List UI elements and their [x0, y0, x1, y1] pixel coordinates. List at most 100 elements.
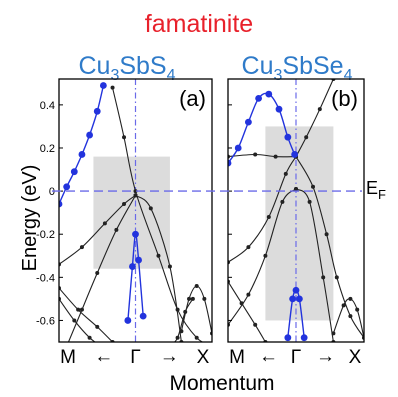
band-point	[321, 275, 326, 280]
blue-band-point	[59, 200, 63, 208]
blue-band-point	[228, 159, 232, 167]
band-point	[239, 301, 244, 306]
band-point	[187, 296, 192, 301]
band-point	[190, 296, 195, 301]
x-tick-label: M	[60, 347, 76, 368]
blue-band-point	[70, 168, 78, 176]
y-tick-label: 0.4	[40, 100, 55, 112]
panel-label: (b)	[331, 86, 358, 111]
band-point	[324, 232, 329, 237]
band-point	[122, 135, 127, 140]
band-point	[210, 344, 214, 348]
band-point	[246, 292, 251, 297]
blue-band-point	[291, 151, 299, 158]
panel-b: (b) M Γ X ← →	[227, 78, 365, 368]
blue-band-point	[234, 144, 242, 152]
band-point	[317, 107, 322, 112]
x-tick-label: Γ	[291, 347, 301, 368]
blue-band-point	[86, 131, 93, 139]
blue-band-point	[99, 82, 107, 89]
band-point	[114, 227, 119, 232]
band-point	[202, 296, 207, 301]
band-point	[183, 309, 188, 314]
band-point	[266, 214, 271, 219]
x-tick-label: M	[229, 347, 245, 368]
blue-band-point	[284, 133, 292, 141]
x-tick-label: Γ	[130, 347, 140, 368]
band-point	[95, 324, 100, 329]
y-tick-label: -0.2	[36, 229, 55, 241]
band-point	[95, 271, 100, 276]
band-point	[307, 199, 312, 204]
blue-band-point	[63, 183, 71, 191]
band-point	[341, 303, 346, 308]
x-tick-label: X	[197, 347, 210, 368]
x-arrow-right: →	[316, 346, 335, 367]
band-point	[194, 335, 199, 340]
band-point	[167, 264, 172, 269]
band-point	[79, 245, 84, 250]
band-point	[253, 152, 258, 157]
highlight-region	[265, 126, 334, 321]
y-axis-label: Energy (eV)	[19, 165, 41, 272]
material-formula-b: Cu3SbSe4	[242, 52, 353, 84]
band-line-7	[174, 298, 194, 342]
fermi-level-label: EF	[366, 178, 386, 202]
band-point	[283, 171, 288, 176]
band-point	[110, 85, 115, 90]
band-point	[355, 307, 360, 312]
band-point	[348, 296, 353, 301]
blue-band-point	[265, 90, 273, 98]
band-point	[79, 307, 84, 312]
band-point	[348, 314, 353, 319]
band-point	[334, 275, 339, 280]
band-point	[76, 307, 81, 312]
material-formula-a: Cu3SbS4	[78, 52, 175, 84]
blue-band-point	[78, 151, 86, 158]
figure-title: famatinite	[145, 10, 253, 38]
panel-frame	[227, 78, 365, 343]
x-arrow-right: →	[160, 346, 179, 367]
band-point	[331, 331, 336, 336]
x-arrow-left: ←	[94, 346, 113, 367]
blue-band-point	[132, 230, 139, 238]
blue-band-point	[284, 334, 292, 342]
panel-label: (a)	[179, 86, 206, 111]
band-line-4	[59, 287, 113, 342]
band-point	[253, 322, 258, 327]
band-line-6	[228, 281, 266, 342]
blue-band-point	[93, 107, 101, 115]
band-point	[133, 189, 138, 194]
band-line-5	[295, 188, 334, 342]
band-point	[263, 253, 268, 258]
panel-a: (a) 0.4 0.2 0 -0.2 -0.4 -0.6 M Γ X ← →	[36, 78, 214, 368]
blue-band-point	[124, 317, 132, 324]
band-point	[175, 335, 180, 340]
band-point	[133, 193, 138, 198]
band-point	[194, 283, 199, 288]
band-point	[311, 184, 315, 189]
blue-band-point	[300, 334, 308, 342]
band-line-2	[228, 153, 297, 158]
y-tick-label: -0.6	[36, 315, 55, 327]
band-line-5	[59, 298, 96, 342]
band-point	[280, 199, 285, 204]
band-point	[246, 245, 251, 250]
band-line-3	[295, 156, 364, 339]
blue-band-point	[292, 286, 300, 294]
panel-frame	[58, 78, 213, 343]
blue-band-point	[289, 295, 296, 303]
band-line-1	[295, 79, 334, 157]
x-axis-label: Momentum	[169, 372, 274, 395]
blue-band-point	[255, 95, 262, 102]
blue-band-point	[129, 263, 136, 270]
band-point	[304, 135, 309, 140]
blue-band-point	[135, 256, 142, 264]
band-point	[148, 206, 153, 211]
blue-band-point	[139, 312, 147, 320]
y-tick-label: 0.2	[40, 143, 55, 155]
band-point	[122, 202, 127, 207]
x-tick-label: X	[349, 347, 362, 368]
band-point	[156, 253, 161, 258]
